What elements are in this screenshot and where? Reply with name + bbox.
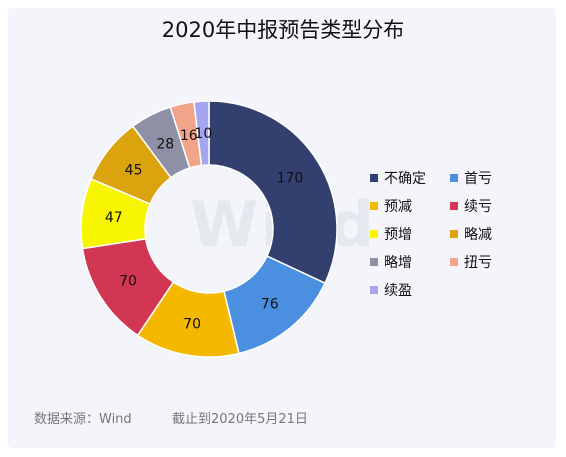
donut-slice-9 (193, 100, 210, 167)
slice-value-label: 45 (125, 163, 143, 179)
data-source: 数据来源：Wind (34, 412, 132, 427)
legend-swatch (370, 174, 378, 182)
legend-label: 不确定 (384, 171, 426, 187)
legend-item: 首亏 (450, 168, 492, 188)
slice-value-label: 170 (277, 170, 304, 186)
legend-swatch (450, 174, 458, 182)
legend-label: 略减 (464, 227, 492, 243)
legend-swatch (370, 230, 378, 238)
legend-swatch (370, 202, 378, 210)
legend-item: 略减 (450, 224, 492, 244)
legend-item: 略增 (370, 252, 412, 272)
legend-label: 扭亏 (464, 255, 492, 271)
legend-label: 续盈 (384, 283, 412, 299)
slice-value-label: 70 (183, 316, 201, 332)
legend-item: 预增 (370, 224, 412, 244)
slice-value-label: 28 (156, 137, 174, 153)
donut-slice-1 (208, 100, 338, 285)
slice-value-label: 47 (105, 210, 123, 226)
legend-item: 续亏 (450, 196, 492, 216)
legend-label: 略增 (384, 255, 412, 271)
slice-value-label: 10 (194, 126, 212, 142)
legend-item: 扭亏 (450, 252, 492, 272)
legend-item: 不确定 (370, 168, 426, 188)
legend-label: 续亏 (464, 199, 492, 215)
legend-swatch (370, 286, 378, 294)
slice-value-label: 16 (180, 128, 198, 144)
legend-label: 预增 (384, 227, 412, 243)
legend-item: 续盈 (370, 280, 412, 300)
legend-swatch (450, 202, 458, 210)
slice-value-label: 70 (119, 274, 137, 290)
cutoff-date: 截止到2020年5月21日 (172, 412, 308, 427)
slice-value-label: 76 (261, 296, 279, 312)
legend-item: 预减 (370, 196, 412, 216)
legend-swatch (450, 230, 458, 238)
legend-label: 预减 (384, 199, 412, 215)
chart-title: 2020年中报预告类型分布 (161, 18, 405, 42)
legend-label: 首亏 (464, 171, 492, 187)
legend-swatch (450, 258, 458, 266)
legend-swatch (370, 258, 378, 266)
